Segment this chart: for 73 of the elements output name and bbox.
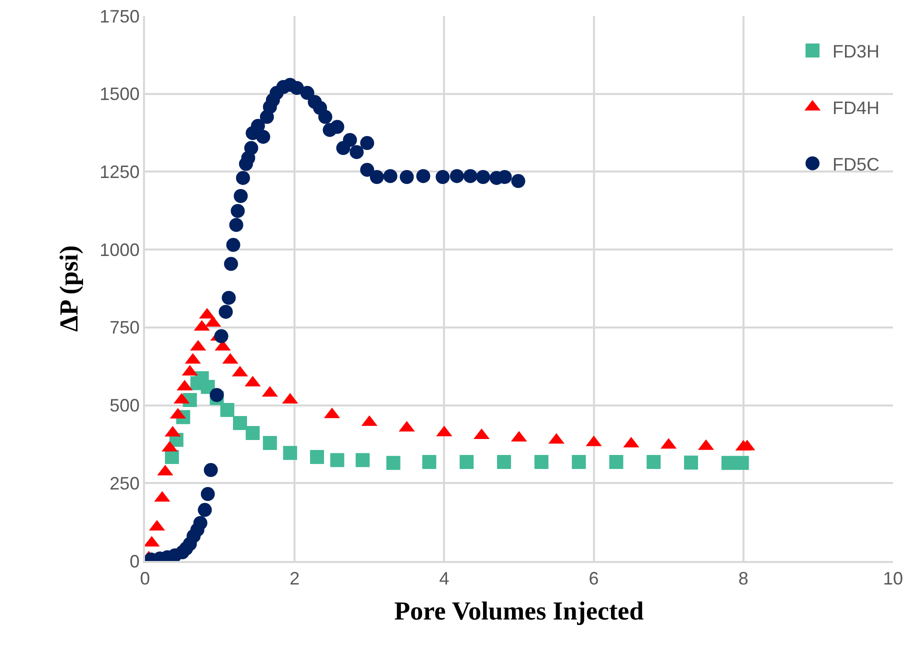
point xyxy=(164,450,179,464)
x-tick-label: 2 xyxy=(290,568,300,588)
point xyxy=(283,446,298,460)
y-tick-label: 1250 xyxy=(100,162,140,182)
point xyxy=(218,304,233,319)
point xyxy=(310,450,324,464)
point xyxy=(234,189,248,204)
y-tick-label: 1000 xyxy=(100,240,140,260)
point xyxy=(193,516,208,530)
legend-label: FD4H xyxy=(832,98,880,118)
y-tick-label: 250 xyxy=(110,473,140,494)
x-tick-label: 10 xyxy=(882,568,904,588)
point xyxy=(460,454,474,469)
point xyxy=(220,402,234,417)
point xyxy=(450,169,464,184)
point xyxy=(463,169,478,184)
point xyxy=(350,145,364,160)
point xyxy=(233,416,247,430)
x-axis-title: Pore Volumes Injected xyxy=(394,596,644,626)
point xyxy=(200,487,215,502)
point xyxy=(734,456,749,470)
y-tick-label: 0 xyxy=(130,551,140,572)
point xyxy=(436,170,450,184)
x-tick-label: 6 xyxy=(588,568,599,588)
y-tick-label: 1750 xyxy=(100,6,140,26)
y-tick-label: 750 xyxy=(110,318,140,338)
y-axis-title: ΔP (psi) xyxy=(54,245,84,332)
point xyxy=(422,454,436,469)
point xyxy=(476,170,490,184)
point xyxy=(400,170,414,184)
point xyxy=(330,120,344,134)
point xyxy=(646,454,661,469)
point xyxy=(262,436,277,450)
point xyxy=(318,110,332,124)
point xyxy=(224,256,238,271)
point xyxy=(214,329,228,344)
point xyxy=(684,456,698,470)
point xyxy=(416,169,430,184)
legend-label: FD3H xyxy=(832,42,880,62)
point xyxy=(222,290,236,305)
point xyxy=(609,454,624,469)
x-tick-label: 8 xyxy=(738,568,748,588)
point xyxy=(230,204,245,218)
point xyxy=(229,218,244,232)
point xyxy=(300,86,314,100)
point xyxy=(330,453,344,468)
point xyxy=(356,453,370,468)
point xyxy=(256,130,270,144)
point xyxy=(721,456,736,470)
point xyxy=(370,170,384,184)
point xyxy=(145,536,160,546)
point xyxy=(386,456,400,470)
point xyxy=(246,426,260,440)
legend-label: FD5C xyxy=(832,154,880,174)
y-tick-label: 1500 xyxy=(100,84,140,104)
point xyxy=(360,162,374,177)
point xyxy=(236,170,250,185)
point xyxy=(198,502,212,517)
point xyxy=(342,132,357,147)
point xyxy=(572,454,586,469)
point xyxy=(244,141,258,156)
point xyxy=(360,136,374,150)
point xyxy=(210,388,224,402)
point xyxy=(290,80,304,95)
point xyxy=(226,238,240,252)
point xyxy=(250,118,265,133)
y-tick-label: 500 xyxy=(110,396,140,416)
x-tick-label: 4 xyxy=(439,568,450,588)
point xyxy=(383,169,398,184)
point xyxy=(534,454,548,469)
point xyxy=(511,174,526,188)
point xyxy=(204,463,218,478)
point xyxy=(497,454,512,469)
